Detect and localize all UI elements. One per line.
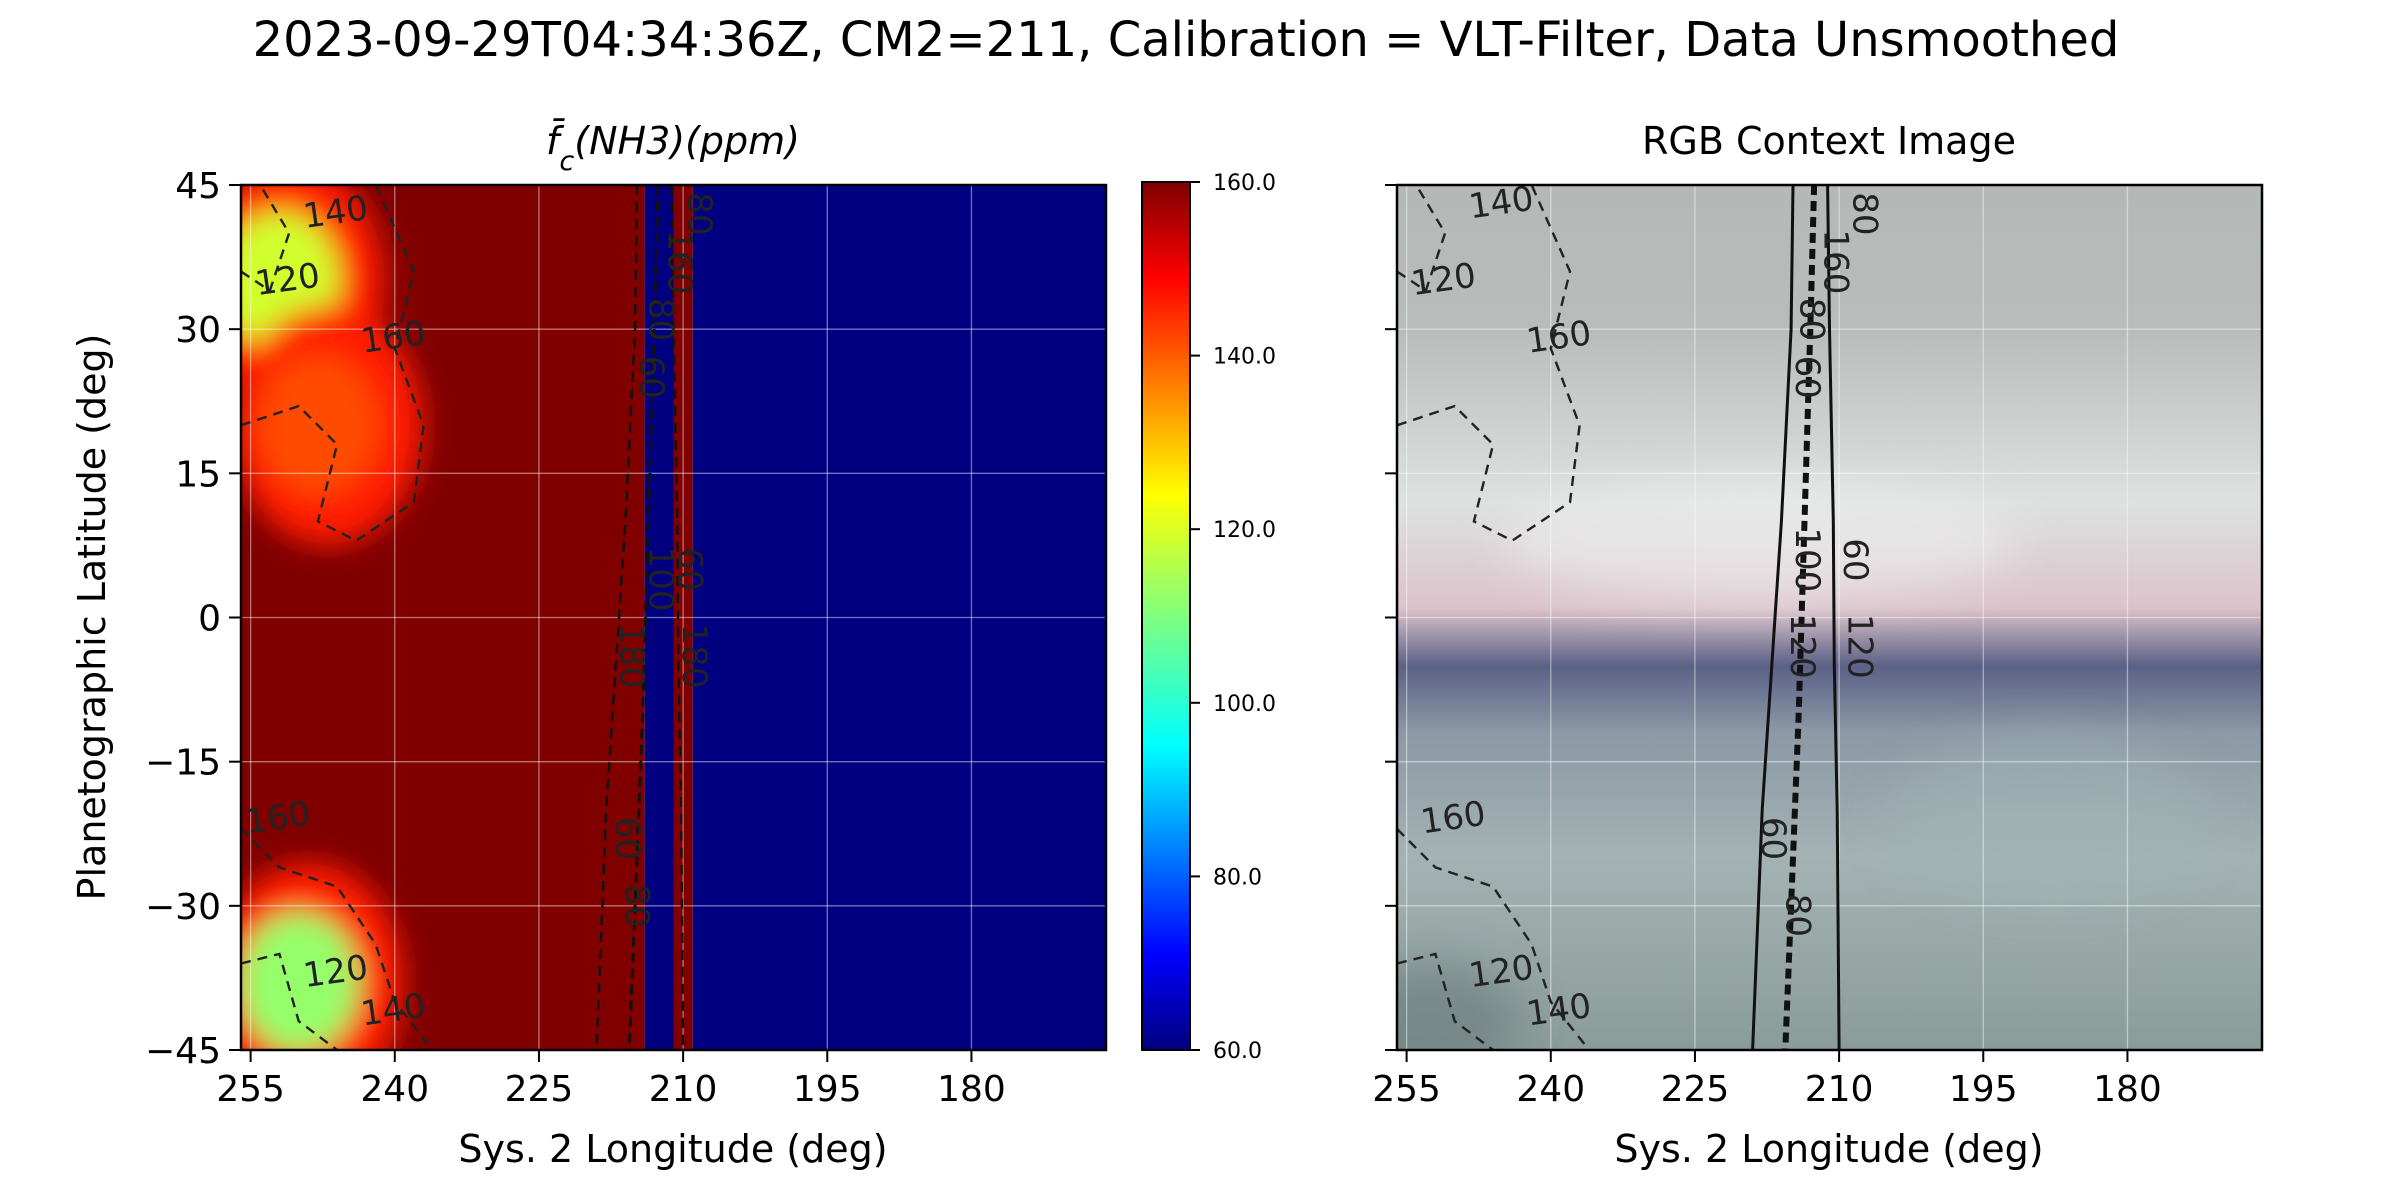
contour-line (670, 185, 685, 1050)
colorbar-ticks: 160.0 140.0 120.0 100.0 80.0 60.0 (1190, 171, 1276, 1064)
blob-SW-yellow-patch (241, 912, 359, 1050)
contour-label: 140 (301, 188, 371, 237)
x-tick-label: 225 (1661, 1069, 1730, 1110)
x-tick-label: 180 (937, 1069, 1006, 1110)
contour-line (1751, 185, 1795, 1050)
region-low-band (644, 185, 674, 1050)
contour-label: 160 (1816, 229, 1856, 294)
sw-dark-patch (1397, 960, 1520, 1050)
x-axis-label: Sys. 2 Longitude (deg) (1614, 1127, 2043, 1171)
contour-label: 100 (640, 547, 680, 612)
x-tick-label: 240 (1516, 1069, 1585, 1110)
x-tick-label: 225 (505, 1069, 574, 1110)
contour-label: 120 (253, 256, 323, 305)
y-ticks: 45 30 15 0 −15 −30 −45 (145, 166, 241, 1072)
y-tick-label: −15 (145, 743, 221, 784)
contour-label: 160 (1418, 794, 1488, 843)
contour-label: 120 (1782, 614, 1822, 679)
contour-label: 160 (243, 794, 313, 843)
contour-line (1826, 185, 1841, 1050)
contour-line (595, 185, 639, 1050)
contour-line (1397, 185, 1447, 293)
contour-label: 80 (1792, 298, 1832, 341)
contour-label: 60 (1753, 817, 1793, 860)
contour-label: 80 (679, 192, 719, 235)
contour-line (241, 185, 291, 293)
x-ticks: 255 240 225 210 195 180 (216, 1050, 1006, 1110)
y-axis-label: Planetographic Latitude (deg) (70, 334, 114, 901)
y-tick-label: 30 (175, 310, 221, 351)
contour-label: 160 (1524, 313, 1594, 362)
x-tick-label: 195 (793, 1069, 862, 1110)
x-tick-label: 195 (1949, 1069, 2018, 1110)
contour-label: 80 (1777, 894, 1817, 937)
y-tick-label: 0 (198, 599, 221, 640)
contour-label: 180 (612, 623, 652, 688)
x-axis-label: Sys. 2 Longitude (deg) (458, 1127, 887, 1171)
colorbar-tick-label: 80.0 (1213, 865, 1262, 890)
contour-line (1397, 952, 1494, 1050)
contour-label: 60 (669, 548, 709, 591)
region-narrow-high-strip (673, 185, 693, 1050)
contour-label: 180 (674, 623, 714, 688)
contour-label: 60 (1787, 356, 1827, 399)
contour-label: 120 (1466, 948, 1536, 997)
x-tick-label: 180 (2093, 1069, 2162, 1110)
contour-label: 160 (358, 313, 428, 362)
y-tick-label: 45 (175, 166, 221, 207)
x-tick-label: 210 (1805, 1069, 1874, 1110)
colorbar-gradient (1141, 181, 1191, 1051)
contour-label: 100 (1787, 527, 1827, 592)
colorbar-tick-label: 120.0 (1213, 518, 1276, 543)
colorbar-tick-label: 160.0 (1213, 171, 1276, 196)
y-tick-label: −45 (145, 1031, 221, 1072)
contour-line (241, 185, 425, 542)
y-tick-label: −30 (145, 887, 221, 928)
colorbar-tick-label: 60.0 (1213, 1039, 1262, 1064)
contour-line (241, 828, 435, 1050)
panel-title: RGB Context Image (1642, 119, 2016, 163)
contour-line (241, 952, 338, 1050)
contour-label: 160 (660, 229, 700, 294)
contour-label: 60 (631, 356, 671, 399)
contour-label: 120 (1840, 614, 1880, 679)
contour-label: 140 (358, 986, 428, 1035)
x-ticks: 255 240 225 210 195 180 (1372, 1050, 2162, 1110)
contour-label: 140 (1524, 986, 1594, 1035)
contour-label: 80 (616, 884, 656, 927)
contour-label: 120 (1409, 256, 1479, 305)
contour-line (1397, 185, 1581, 542)
contour-line-dashed (1782, 185, 1818, 1050)
contour-line-dashed (627, 185, 660, 1050)
contour-label: 80 (1845, 192, 1885, 235)
contour-lines (1397, 185, 1841, 1050)
x-tick-label: 255 (216, 1069, 285, 1110)
x-tick-label: 210 (649, 1069, 718, 1110)
image-texture (1397, 480, 2210, 1050)
x-tick-label: 255 (1372, 1069, 1441, 1110)
grey-patch (1890, 740, 2210, 900)
region-low-east-region (692, 185, 1106, 1050)
contour-label: 80 (640, 298, 680, 341)
figure-suptitle: 2023-09-29T04:34:36Z, CM2=211, Calibrati… (253, 12, 2120, 68)
contour-label: 60 (1835, 538, 1875, 581)
contour-lines (241, 185, 685, 1050)
bright-patch (1500, 480, 2020, 600)
colorbar-tick-label: 140.0 (1213, 345, 1276, 370)
contour-label: 60 (607, 817, 647, 860)
colorbar: 160.0 140.0 120.0 100.0 80.0 60.0 (1141, 171, 1276, 1064)
abundance-blobs (241, 185, 423, 1050)
y-ticks (1385, 184, 1397, 1051)
panel-title: f̄c(NH3)(ppm) (546, 119, 800, 177)
y-tick-label: 15 (175, 454, 221, 495)
contour-line (1397, 828, 1591, 1050)
colorbar-tick-label: 100.0 (1213, 692, 1276, 717)
x-tick-label: 240 (360, 1069, 429, 1110)
contour-label: 120 (301, 948, 371, 997)
